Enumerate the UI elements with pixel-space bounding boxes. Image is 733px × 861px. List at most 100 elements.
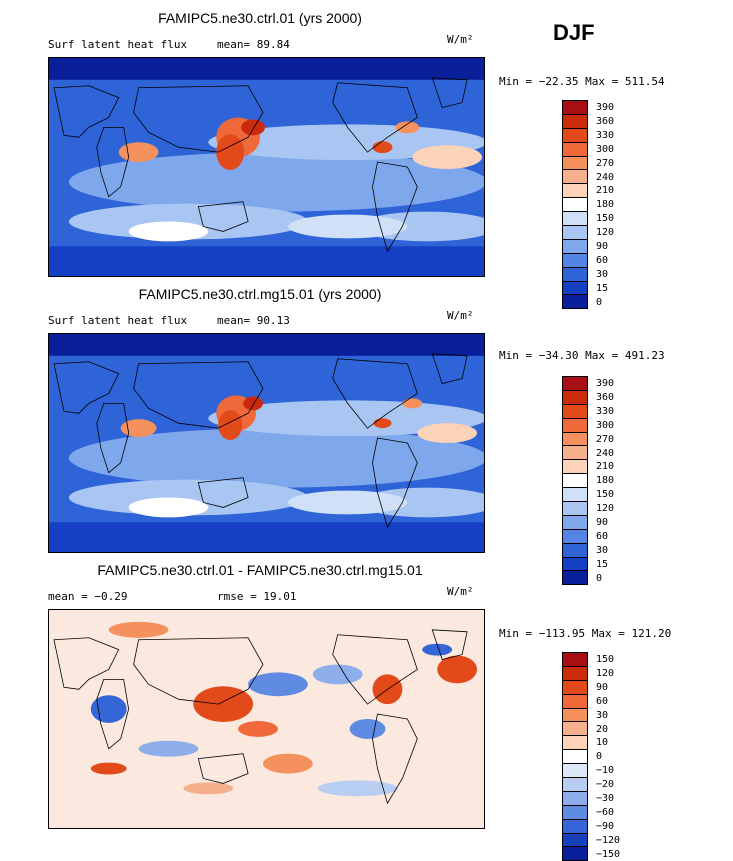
- panel1-map-field: [49, 58, 484, 276]
- panel3-minmax: Min = −113.95 Max = 121.20: [499, 627, 672, 640]
- colorbar-tick-label: 210: [596, 461, 615, 473]
- colorbar-swatch: [562, 445, 588, 461]
- colorbar-swatch: [562, 556, 588, 572]
- panel2-map: [48, 333, 485, 553]
- colorbar-swatch: [562, 832, 588, 848]
- colorbar-tick-label: 120: [596, 503, 615, 515]
- panel1-mean: mean= 89.84: [217, 38, 290, 51]
- colorbar-swatch: [562, 693, 588, 709]
- colorbar-tick-label: 330: [596, 129, 615, 141]
- colorbar-swatch: [562, 459, 588, 475]
- colorbar-swatch: [562, 280, 588, 296]
- colorbar-tick-label: 150: [596, 489, 615, 501]
- colorbar-swatch: [562, 225, 588, 240]
- panel2-map-field: [49, 334, 484, 552]
- colorbar-tick-label: 270: [596, 157, 615, 169]
- panel3-mean: mean = −0.29: [48, 590, 128, 603]
- colorbar-swatch: [562, 818, 588, 834]
- colorbar-tick-label: 15: [596, 282, 609, 294]
- colorbar-swatch: [562, 570, 588, 586]
- colorbar-tick-label: 210: [596, 185, 615, 197]
- colorbar-tick-label: 150: [596, 213, 615, 225]
- colorbar-swatch: [562, 735, 588, 751]
- panel3-map-field: [49, 610, 484, 828]
- colorbar-swatch: [562, 749, 588, 765]
- colorbar-tick-label: 0: [596, 572, 603, 584]
- colorbar-swatch: [562, 721, 588, 737]
- colorbar-swatch: [562, 252, 588, 268]
- panel2-units: W/m²: [447, 309, 474, 322]
- colorbar-tick-label: 30: [596, 544, 609, 556]
- colorbar-tick-label: −20: [596, 779, 615, 791]
- colorbar-tick-label: 180: [596, 475, 615, 487]
- colorbar-tick-label: 60: [596, 695, 609, 707]
- panel3-rmse: rmse = 19.01: [217, 590, 297, 603]
- colorbar-tick-label: 90: [596, 517, 609, 528]
- panel3-colorbar: 150 120 90 60 30 20 10 0 −10 −20 −30 −60 −90 −120 −150: [562, 652, 620, 861]
- colorbar-tick-label: 390: [596, 102, 615, 113]
- panel2-mean: mean= 90.13: [217, 314, 290, 327]
- colorbar-swatch: [562, 679, 588, 695]
- colorbar-tick-label: −90: [596, 820, 615, 832]
- colorbar-swatch: [562, 266, 588, 282]
- colorbar-tick-label: 20: [596, 723, 609, 735]
- colorbar-swatch: [562, 804, 588, 820]
- panel1-title: FAMIPC5.ne30.ctrl.01 (yrs 2000): [158, 10, 362, 26]
- panel1-units: W/m²: [447, 33, 474, 46]
- colorbar-tick-label: 120: [596, 667, 615, 679]
- colorbar-swatch: [562, 473, 588, 489]
- colorbar-tick-label: −10: [596, 765, 615, 777]
- colorbar-swatch: [562, 431, 588, 447]
- colorbar-swatch: [562, 790, 588, 806]
- colorbar-tick-label: 15: [596, 558, 609, 570]
- colorbar-tick-label: −30: [596, 793, 615, 804]
- colorbar-swatch: [562, 389, 588, 405]
- panel1-map: [48, 57, 485, 277]
- colorbar-tick-label: 360: [596, 115, 615, 127]
- colorbar-swatch: [562, 127, 588, 143]
- panel1-minmax: Min = −22.35 Max = 511.54: [499, 75, 665, 88]
- panel2-minmax: Min = −34.30 Max = 491.23: [499, 349, 665, 362]
- colorbar-tick-label: 270: [596, 433, 615, 445]
- colorbar-swatch: [562, 197, 588, 213]
- colorbar-swatch: [562, 528, 588, 544]
- panel3-title: FAMIPC5.ne30.ctrl.01 - FAMIPC5.ne30.ctrl…: [97, 562, 423, 578]
- colorbar-tick-label: 30: [596, 709, 609, 721]
- colorbar-swatch: [562, 542, 588, 558]
- colorbar-swatch: [562, 403, 588, 419]
- colorbar-swatch: [562, 100, 588, 115]
- season-label: DJF: [553, 20, 595, 45]
- colorbar-tick-label: 240: [596, 447, 615, 459]
- colorbar-swatch: [562, 169, 588, 185]
- colorbar-swatch: [562, 665, 588, 681]
- colorbar-tick-label: 360: [596, 391, 615, 403]
- colorbar-swatch: [562, 183, 588, 199]
- colorbar-swatch: [562, 501, 588, 516]
- colorbar-tick-label: −60: [596, 806, 615, 818]
- colorbar-swatch: [562, 113, 588, 129]
- panel2-colorbar: 390 360 330 300 270 240 210 180 150 120 90 60 30 15 0: [562, 376, 614, 586]
- colorbar-tick-label: 90: [596, 681, 609, 693]
- panel2-variable: Surf latent heat flux: [48, 314, 188, 327]
- colorbar-swatch: [562, 294, 588, 310]
- colorbar-tick-label: 10: [596, 737, 609, 749]
- colorbar-swatch: [562, 777, 588, 792]
- colorbar-swatch: [562, 487, 588, 503]
- colorbar-tick-label: 0: [596, 751, 603, 763]
- colorbar-tick-label: −120: [596, 834, 621, 846]
- panel3-map: [48, 609, 485, 829]
- colorbar-swatch: [562, 141, 588, 157]
- colorbar-swatch: [562, 846, 588, 861]
- colorbar-swatch: [562, 211, 588, 227]
- colorbar-tick-label: 0: [596, 296, 603, 308]
- colorbar-swatch: [562, 707, 588, 723]
- panel3-units: W/m²: [447, 585, 474, 598]
- panel2-title: FAMIPC5.ne30.ctrl.mg15.01 (yrs 2000): [138, 286, 382, 302]
- colorbar-tick-label: 240: [596, 171, 615, 183]
- colorbar-swatch: [562, 514, 588, 530]
- colorbar-tick-label: 330: [596, 405, 615, 417]
- colorbar-swatch: [562, 652, 588, 667]
- colorbar-tick-label: 60: [596, 254, 609, 266]
- colorbar-tick-label: 300: [596, 419, 615, 431]
- colorbar-swatch: [562, 376, 588, 391]
